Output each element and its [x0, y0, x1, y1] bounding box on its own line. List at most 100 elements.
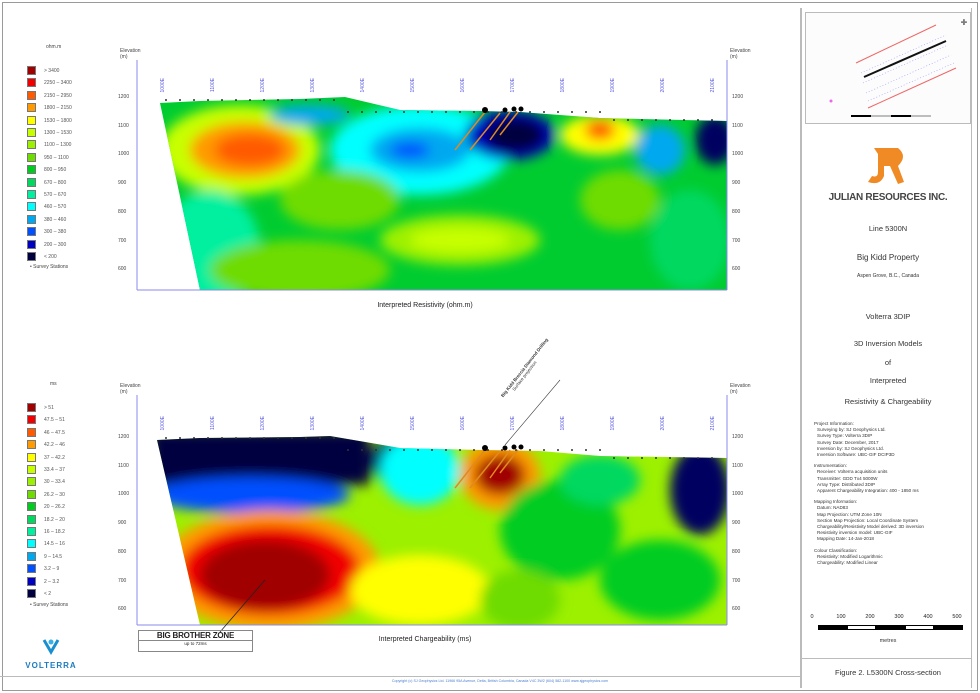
survey-station-marker [641, 119, 643, 121]
notes-line: Transmitter: GDD Tx4 5000W [817, 475, 878, 481]
survey-station-marker [543, 111, 545, 113]
copyright: Copyright (c) SJ Geophysics Ltd. 11966 9… [391, 679, 609, 683]
legend-swatch [27, 78, 36, 88]
station-label: 1400E [360, 416, 366, 431]
line-5300n [863, 40, 947, 78]
legend-label: < 2 [44, 591, 52, 597]
survey-station-marker [431, 111, 433, 113]
legend-swatch [27, 165, 36, 175]
survey-station-marker [249, 99, 251, 101]
survey-station-marker [319, 99, 321, 101]
property-name: Big Kidd Property [856, 253, 920, 262]
survey-station-marker [655, 119, 657, 121]
title-block: ✛ JULIAN RESOURCES INC. Line 5300N Big K… [800, 8, 972, 688]
survey-station-marker [655, 457, 657, 459]
scale-segment [818, 625, 847, 630]
legend-swatch [27, 539, 36, 549]
survey-station-marker [193, 437, 195, 439]
survey-station-marker [711, 457, 713, 459]
legend-swatch [27, 214, 36, 224]
elevation-tick-right: 600 [732, 266, 741, 273]
elevation-tick-left: 700 [118, 577, 127, 584]
legend-swatch [27, 190, 36, 199]
legend-swatch [27, 514, 36, 524]
drill-traces [454, 111, 519, 489]
survey-station-marker [403, 111, 405, 113]
legend-label: 2 – 3.2 [44, 578, 60, 585]
survey-station-marker [305, 99, 307, 101]
survey-station-marker [319, 437, 321, 439]
volterra-logo-text: VOLTERRA [25, 661, 77, 670]
legend-swatch [27, 128, 36, 137]
scale-segment [905, 625, 934, 630]
elevation-label-right: Elevation (m) [730, 48, 751, 60]
station-label: 1300E [310, 416, 316, 431]
volterra-logo: VOLTERRA [16, 636, 86, 670]
notes-line: Receiver: Volterra acquisition units [817, 469, 888, 475]
elevation-tick-left: 1100 [118, 122, 129, 129]
survey-station-marker [193, 99, 195, 101]
station-label: 1800E [560, 78, 566, 93]
elevation-tick-left: 800 [118, 208, 127, 215]
survey-station-marker [221, 99, 223, 101]
survey-station-marker [697, 457, 699, 459]
volterra-logo-icon [42, 639, 60, 655]
legend-label: 18.2 – 20 [44, 516, 65, 523]
figure-caption: Figure 2. L5300N Cross-section [835, 668, 941, 677]
legend-title: ohm.m [46, 44, 62, 50]
chargeability-model [157, 436, 727, 625]
title-line-4: Resistivity & Chargeability [844, 397, 932, 406]
survey-station-marker [235, 99, 237, 101]
zone-callout-line [219, 579, 266, 633]
survey-station-marker [529, 449, 531, 451]
notes-line: Inversion Software: UBC-GIF DCIP3D [817, 452, 895, 458]
legend-label: 1530 – 1800 [44, 117, 72, 124]
elevation-tick-right: 1000 [732, 151, 744, 158]
elevation-tick-right: 600 [732, 606, 741, 613]
survey-station-marker [585, 111, 587, 113]
legend-label: 950 – 1100 [44, 154, 69, 161]
survey-station-marker [165, 99, 167, 101]
legend-label: 33.4 – 37 [44, 467, 65, 473]
survey-station-marker [599, 449, 601, 451]
survey-station-marker [375, 111, 377, 113]
elevation-tick-left: 1200 [118, 94, 130, 100]
survey-station-marker [571, 111, 573, 113]
location-map: ✛ [805, 12, 971, 124]
julian-resources-logo [868, 148, 904, 184]
survey-station-marker [207, 437, 209, 439]
notes-line: Map Projection: UTM Zone 10N [817, 511, 882, 517]
legend-label: 37 – 42.2 [44, 454, 65, 461]
survey-station-marker [487, 449, 489, 451]
station-label: 2100E [710, 78, 716, 93]
legend-label: 670 – 800 [44, 179, 67, 186]
survey-station-marker [501, 449, 503, 451]
elevation-label-left: Elevation (m) [120, 383, 141, 395]
elevation-tick-right: 1000 [732, 491, 744, 498]
legend-label: 3.2 – 9 [44, 566, 60, 573]
survey-station-marker [235, 437, 237, 439]
legend-swatch [27, 477, 36, 487]
scale-tick-label: 400 [923, 614, 933, 620]
elevation-tick-right: 1200 [732, 434, 744, 440]
station-label: 1900E [610, 78, 616, 93]
elevation-tick-right: 900 [732, 520, 741, 527]
legend-label: 46 – 47.5 [44, 429, 65, 436]
legend-swatch [27, 465, 36, 474]
title-line-3: Interpreted [869, 376, 907, 385]
survey-station-marker [557, 449, 559, 451]
location: Aspen Grove, B.C., Canada [857, 273, 919, 279]
survey-station-marker [179, 99, 181, 101]
legend-swatch [27, 564, 36, 574]
north-arrow-icon: ✛ [961, 18, 968, 27]
notes-line: Datum: NAD83 [817, 505, 848, 511]
station-label: 1000E [160, 78, 166, 93]
survey-station-marker [333, 99, 335, 101]
legend-label: 30 – 33.4 [44, 479, 65, 486]
line-name: Line 5300N [868, 224, 908, 233]
survey-station-marker [627, 457, 629, 459]
elevation-tick-left: 1000 [118, 151, 130, 158]
legend-swatch [27, 66, 36, 75]
survey-station-marker [277, 99, 279, 101]
survey-station-marker [361, 449, 363, 451]
